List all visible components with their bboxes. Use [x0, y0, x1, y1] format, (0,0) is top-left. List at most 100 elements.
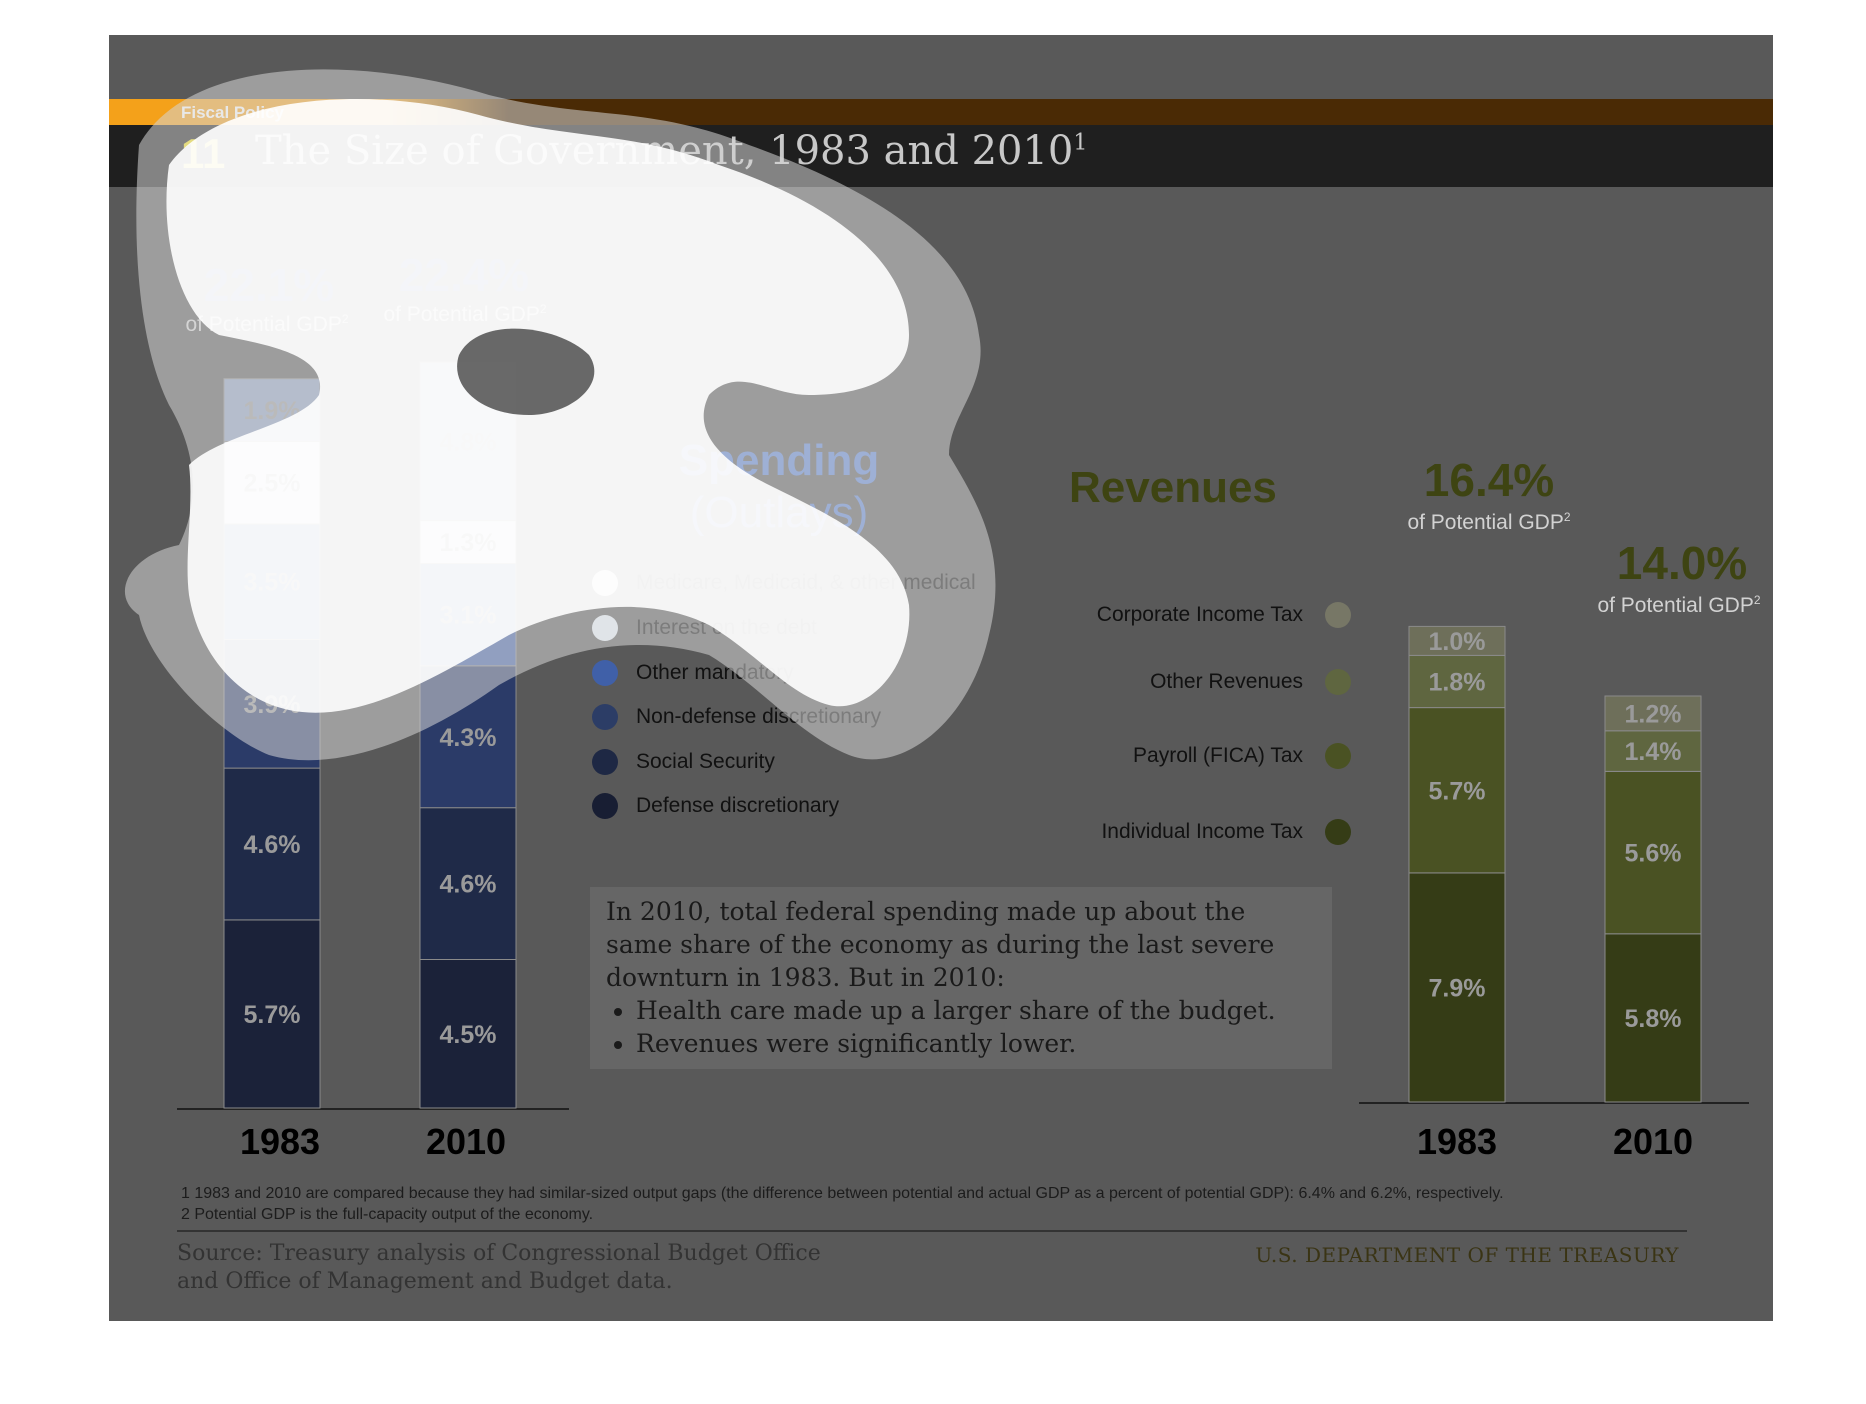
spending-year-1983: 1983: [239, 1121, 321, 1162]
legend-interest-label: Interest on the debt: [636, 616, 817, 639]
revenue-total-2010-label: of Potential GDP2: [1549, 593, 1773, 618]
legend-interest: Interest on the debt: [592, 615, 817, 641]
legend-corporate-swatch: [1325, 602, 1351, 628]
slide: Fiscal Policy 11 The Size of Government,…: [109, 35, 1773, 1321]
legend-medicare-label: Medicare, Medicaid, & other medical: [636, 571, 976, 594]
spending-bar-segment: [419, 807, 517, 961]
revenue-segment-label: 5.6%: [1625, 840, 1682, 868]
spending-title-line2: (Outlays): [689, 488, 869, 537]
spending-total-1983-label-text: of Potential GDP: [185, 313, 342, 336]
legend-other-mandatory-swatch: [592, 660, 618, 686]
spending-total-1983-value: 22.1%: [203, 259, 335, 311]
legend-other-revenues: Other Revenues: [1150, 669, 1351, 695]
summary-note-text: In 2010, total federal spending made up …: [606, 897, 1275, 992]
source-note: Source: Treasury analysis of Congression…: [177, 1240, 821, 1296]
source-line-2: and Office of Management and Budget data…: [177, 1269, 673, 1294]
legend-social-security: Social Security: [592, 749, 775, 775]
spending-year-2010: 2010: [425, 1121, 507, 1162]
revenue-total-2010-value: 14.0%: [1616, 537, 1748, 589]
spending-segment-label: 4.6%: [440, 871, 497, 899]
spending-segment-label: 3.1%: [440, 602, 497, 630]
revenue-year-1983: 1983: [1416, 1121, 1498, 1162]
revenue-segment-label: 5.7%: [1429, 777, 1486, 805]
revenue-bar-segment: [1604, 695, 1702, 732]
legend-payroll-swatch: [1325, 743, 1351, 769]
legend-other-mandatory-label: Other mandatory: [636, 661, 794, 684]
legend-defense-label: Defense discretionary: [636, 794, 840, 817]
spending-total-2010-value: 22.4%: [398, 249, 530, 301]
revenue-total-1983-label-text: of Potential GDP: [1407, 511, 1564, 534]
legend-non-defense-swatch: [592, 704, 618, 730]
revenue-bar-segment: [1408, 707, 1506, 874]
spending-total-2010-label-sup: 2: [539, 302, 547, 316]
revenue-total-1983-label: of Potential GDP2: [1364, 510, 1614, 535]
revenue-segment-label: 1.2%: [1625, 700, 1682, 728]
legend-social-security-label: Social Security: [636, 750, 775, 773]
revenue-total-2010-label-sup: 2: [1753, 593, 1761, 607]
footnote-2: 2 Potential GDP is the full-capacity out…: [181, 1206, 594, 1223]
summary-note-bullets: Health care made up a larger share of th…: [606, 994, 1316, 1060]
spending-segment-label: 4.3%: [440, 724, 497, 752]
revenue-total-2010-label-text: of Potential GDP: [1597, 594, 1754, 617]
revenue-segment-label: 7.9%: [1429, 974, 1486, 1002]
revenue-segment-label: 1.0%: [1429, 628, 1486, 656]
legend-individual-label: Individual Income Tax: [1101, 820, 1303, 843]
legend-payroll: Payroll (FICA) Tax: [1133, 743, 1351, 769]
legend-defense-swatch: [592, 793, 618, 819]
legend-payroll-label: Payroll (FICA) Tax: [1133, 744, 1303, 767]
spending-segment-label: 3.5%: [244, 569, 301, 597]
spending-bar-segment: [223, 919, 321, 1109]
spending-title: Spending (Outlays): [659, 435, 899, 539]
revenue-bar-segment: [1408, 654, 1506, 709]
revenue-total-1983-value: 16.4%: [1423, 454, 1555, 506]
agency-name: U.S. DEPARTMENT OF THE TREASURY: [1255, 1243, 1679, 1267]
legend-corporate-label: Corporate Income Tax: [1096, 603, 1303, 626]
revenue-total-2010: 14.0%: [1587, 538, 1773, 588]
revenue-bar-segment: [1604, 933, 1702, 1103]
revenue-total-1983: 16.4%: [1394, 455, 1584, 505]
legend-defense: Defense discretionary: [592, 793, 839, 819]
spending-total-1983: 22.1%: [179, 260, 359, 310]
spending-title-line1: Spending: [678, 436, 880, 485]
legend-social-security-swatch: [592, 749, 618, 775]
spending-bar-segment: [223, 767, 321, 921]
legend-medicare: Medicare, Medicaid, & other medical: [592, 570, 976, 596]
revenue-bar-segment: [1408, 625, 1506, 656]
summary-note-bullet: Revenues were significantly lower.: [636, 1027, 1316, 1060]
legend-other-revenues-label: Other Revenues: [1150, 670, 1303, 693]
revenue-segment-label: 1.8%: [1429, 669, 1486, 697]
legend-medicare-swatch: [592, 570, 618, 596]
legend-interest-swatch: [592, 615, 618, 641]
spending-total-2010: 22.4%: [374, 250, 554, 300]
legend-individual-swatch: [1325, 819, 1351, 845]
revenues-title: Revenues: [1069, 463, 1277, 512]
spending-segment-label: 2.5%: [244, 470, 301, 498]
revenue-total-1983-label-sup: 2: [1563, 510, 1571, 524]
footer-divider: [177, 1230, 1687, 1232]
spending-segment-label: 4.8%: [440, 428, 497, 456]
footnote-1: 1 1983 and 2010 are compared because the…: [181, 1185, 1504, 1202]
revenue-bar-segment: [1604, 770, 1702, 935]
spending-segment-label: 3.9%: [244, 691, 301, 719]
summary-note-bullet: Health care made up a larger share of th…: [636, 994, 1316, 1027]
spending-bar-segment: [419, 959, 517, 1109]
spending-segment-label: 4.5%: [440, 1021, 497, 1049]
legend-other-revenues-swatch: [1325, 669, 1351, 695]
legend-corporate: Corporate Income Tax: [1097, 602, 1351, 628]
legend-non-defense-label: Non-defense discretionary: [636, 705, 882, 728]
spending-total-2010-label-text: of Potential GDP: [383, 303, 540, 326]
revenue-segment-label: 5.8%: [1625, 1005, 1682, 1033]
spending-segment-label: 4.6%: [244, 831, 301, 859]
title-footnote-mark: 1: [1073, 130, 1088, 156]
spending-segment-label: 1.3%: [440, 529, 497, 557]
legend-non-defense: Non-defense discretionary: [592, 704, 881, 730]
summary-note: In 2010, total federal spending made up …: [590, 887, 1332, 1069]
revenue-year-2010: 2010: [1612, 1121, 1694, 1162]
legend-individual: Individual Income Tax: [1101, 819, 1351, 845]
source-line-1: Source: Treasury analysis of Congression…: [177, 1241, 821, 1266]
revenue-segment-label: 1.4%: [1625, 738, 1682, 766]
legend-other-mandatory: Other mandatory: [592, 660, 794, 686]
stacked-bar-charts: 5.7% 4.6% 3.9% 3.5% 2.5% 1.9% 4.5% 4.6% 4.3% 3.1%…: [177, 361, 1749, 1110]
spending-segment-label: 5.7%: [244, 1001, 301, 1029]
spending-total-2010-label: of Potential GDP2: [345, 302, 585, 327]
